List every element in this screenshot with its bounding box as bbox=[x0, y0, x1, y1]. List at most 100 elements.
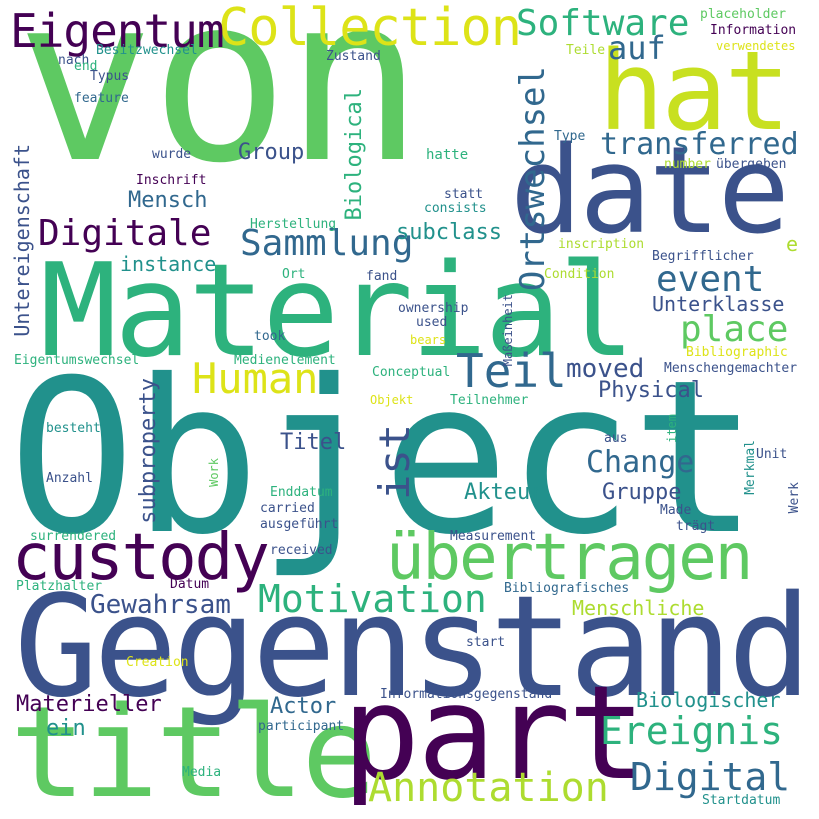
word-used: used bbox=[416, 315, 448, 330]
word-item: item bbox=[665, 414, 679, 443]
word-media: Media bbox=[182, 765, 222, 780]
word-group: Group bbox=[238, 140, 305, 165]
word-anzahl: Anzahl bbox=[46, 471, 93, 486]
word-motivation: Motivation bbox=[258, 577, 487, 621]
word-sammlung: Sammlung bbox=[240, 223, 414, 264]
word-akteur: Akteur bbox=[464, 480, 544, 505]
word-startdatum: Startdatum bbox=[702, 793, 781, 808]
word-fand: fand bbox=[366, 269, 398, 284]
word-bears: bears bbox=[410, 333, 447, 347]
word-teil: Teil bbox=[456, 344, 567, 398]
word-ist: ist bbox=[370, 424, 419, 500]
word-information: Information bbox=[710, 23, 797, 38]
word-moved: moved bbox=[566, 354, 645, 384]
word-human: Human bbox=[192, 354, 319, 403]
word-instance: instance bbox=[120, 252, 217, 276]
word-digitale: Digitale bbox=[38, 213, 212, 254]
word-begrifflicher: Begrifflicher bbox=[652, 249, 754, 264]
word-verwendetes: verwendetes bbox=[716, 39, 796, 53]
word-feature: feature bbox=[74, 91, 129, 106]
word-event: event bbox=[656, 259, 765, 300]
word-consists: consists bbox=[424, 201, 487, 216]
word-gegenstand: Gegenstand bbox=[14, 566, 812, 729]
word-transferred: transferred bbox=[600, 127, 799, 162]
word-materieller: Materieller bbox=[16, 692, 162, 717]
word-measurement: Measurement bbox=[450, 529, 537, 544]
word-menschengemachter: Menschengemachter bbox=[664, 361, 798, 376]
word-material: Material bbox=[40, 237, 635, 386]
word-change: Change bbox=[586, 445, 695, 480]
word-collection: Collection bbox=[218, 0, 522, 58]
word-teile: Teile bbox=[566, 43, 606, 58]
word-number: number bbox=[664, 157, 711, 172]
word-medienelement: Medienelement bbox=[234, 353, 336, 368]
word-end: end bbox=[74, 59, 98, 74]
word-biologischer: Biologischer bbox=[636, 688, 781, 712]
word-aus: aus bbox=[604, 431, 628, 446]
word-subclass: subclass bbox=[396, 220, 502, 245]
word-title: title bbox=[10, 679, 377, 819]
word-condition: Condition bbox=[544, 267, 615, 282]
word-bibliographic: Bibliographic bbox=[686, 345, 788, 360]
word-gruppe: Gruppe bbox=[602, 480, 682, 505]
word-bibliografisches: Bibliografisches bbox=[504, 581, 630, 596]
word-uebergeben: übergeben bbox=[716, 157, 787, 172]
word-actor: Actor bbox=[270, 694, 337, 719]
word-statt: statt bbox=[444, 187, 484, 202]
word-ortswechsel: Ortswechsel bbox=[513, 66, 553, 292]
word-carried: carried bbox=[260, 501, 315, 516]
word-herstellung: Herstellung bbox=[250, 217, 337, 232]
word-eigentum: Eigentum bbox=[10, 4, 225, 58]
word-date: date bbox=[510, 122, 790, 261]
word-enddatum: Enddatum bbox=[270, 485, 333, 500]
word-surrendered: surrendered bbox=[30, 529, 117, 544]
word-platzhalter: Platzhalter bbox=[16, 579, 103, 594]
word-ort: Ort bbox=[282, 267, 306, 282]
word-objekt: Objekt bbox=[370, 393, 414, 407]
word-digital: Digital bbox=[630, 755, 791, 799]
word-traegt: trägt bbox=[676, 519, 716, 534]
word-teilnehmer: Teilnehmer bbox=[450, 393, 529, 408]
word-uebertragen: übertragen bbox=[386, 521, 753, 595]
word-physical: Physical bbox=[598, 378, 704, 403]
word-untereigenschaft: Untereigenschaft bbox=[10, 144, 34, 337]
word-unit: Unit bbox=[756, 447, 788, 462]
word-ein: ein bbox=[46, 716, 86, 741]
word-place: place bbox=[680, 309, 789, 350]
word-placeholder: placeholder bbox=[700, 7, 787, 22]
word-creation: Creation bbox=[126, 655, 189, 670]
word-zustand: Zustand bbox=[326, 49, 381, 64]
word-typus: Typus bbox=[90, 69, 130, 84]
word-took: took bbox=[254, 329, 286, 344]
word-masseinheit: Maßeinheit bbox=[501, 294, 515, 367]
word-subproperty: subproperty bbox=[136, 378, 161, 524]
word-annotation: Annotation bbox=[368, 765, 609, 811]
word-besitzwechsel: Besitzwechsel bbox=[96, 43, 198, 58]
word-nach: nach bbox=[58, 53, 90, 68]
word-auf: auf bbox=[608, 29, 666, 67]
word-object: Object bbox=[8, 334, 759, 581]
word-inscription: inscription bbox=[558, 237, 645, 252]
word-unterklasse: Unterklasse bbox=[652, 292, 785, 316]
word-ownership: ownership bbox=[398, 301, 469, 316]
word-datum: Datum bbox=[170, 577, 210, 592]
word-werk: Werk bbox=[787, 482, 802, 514]
word-custody: custody bbox=[12, 521, 270, 595]
word-ausgefuehrt: ausgeführt bbox=[260, 517, 339, 532]
word-gewahrsam: Gewahrsam bbox=[90, 590, 231, 620]
word-part: part bbox=[342, 657, 646, 809]
word-ereignis: Ereignis bbox=[600, 709, 784, 753]
word-hat: hat bbox=[598, 27, 791, 155]
word-wurde: wurde bbox=[152, 147, 192, 162]
word-inschrift: Inschrift bbox=[136, 173, 207, 188]
word-software: Software bbox=[516, 3, 690, 44]
word-received: received bbox=[270, 543, 333, 558]
word-e: e bbox=[786, 232, 799, 256]
word-besteht: besteht bbox=[46, 421, 101, 436]
word-made: Made bbox=[660, 503, 692, 518]
word-work: Work bbox=[207, 458, 221, 487]
word-conceptual: Conceptual bbox=[372, 365, 451, 380]
word-participant: participant bbox=[258, 719, 345, 734]
word-hatte: hatte bbox=[426, 147, 469, 163]
word-type: Type bbox=[554, 129, 586, 144]
